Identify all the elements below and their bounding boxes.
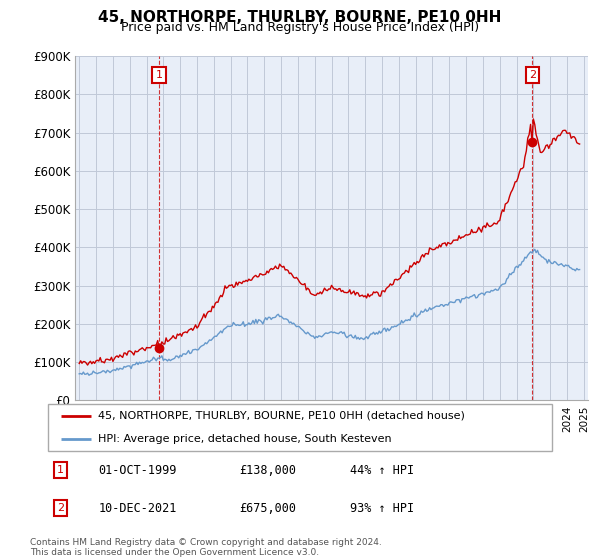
Text: 44% ↑ HPI: 44% ↑ HPI (350, 464, 415, 477)
Text: 2: 2 (57, 503, 64, 513)
Text: 1: 1 (155, 70, 163, 80)
Text: £675,000: £675,000 (239, 502, 296, 515)
Text: Price paid vs. HM Land Registry's House Price Index (HPI): Price paid vs. HM Land Registry's House … (121, 21, 479, 34)
Text: 2: 2 (529, 70, 536, 80)
Text: 45, NORTHORPE, THURLBY, BOURNE, PE10 0HH: 45, NORTHORPE, THURLBY, BOURNE, PE10 0HH (98, 10, 502, 25)
Text: 10-DEC-2021: 10-DEC-2021 (98, 502, 177, 515)
Text: 1: 1 (57, 465, 64, 475)
Text: £138,000: £138,000 (239, 464, 296, 477)
FancyBboxPatch shape (48, 404, 552, 451)
Text: 93% ↑ HPI: 93% ↑ HPI (350, 502, 415, 515)
Text: HPI: Average price, detached house, South Kesteven: HPI: Average price, detached house, Sout… (98, 434, 392, 444)
Text: 45, NORTHORPE, THURLBY, BOURNE, PE10 0HH (detached house): 45, NORTHORPE, THURLBY, BOURNE, PE10 0HH… (98, 411, 465, 421)
Text: 01-OCT-1999: 01-OCT-1999 (98, 464, 177, 477)
Text: Contains HM Land Registry data © Crown copyright and database right 2024.
This d: Contains HM Land Registry data © Crown c… (30, 538, 382, 557)
